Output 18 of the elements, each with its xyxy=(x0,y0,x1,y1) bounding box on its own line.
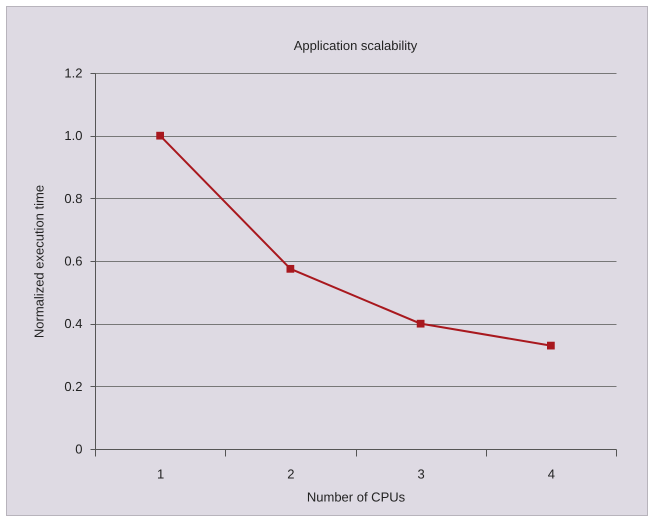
y-tick-label: 0.8 xyxy=(64,190,82,206)
point xyxy=(416,320,424,328)
point xyxy=(286,264,294,273)
y-tick-label: 0.2 xyxy=(64,378,82,394)
x-axis-title: Number of CPUs xyxy=(306,490,406,504)
x-tick-label: 2 xyxy=(287,466,294,482)
x-tick-label: 4 xyxy=(548,466,555,482)
y-axis-title: Normalized execution time xyxy=(31,184,46,338)
x-tick-label: 1 xyxy=(157,466,164,482)
y-tick-label: 1.0 xyxy=(64,128,82,144)
y-tick-label: 1.2 xyxy=(64,66,82,80)
point xyxy=(547,342,555,350)
y-tick-label: 0 xyxy=(75,442,82,456)
y-tick-label: 0.6 xyxy=(64,254,82,268)
y-tick-label: 0.4 xyxy=(64,316,82,332)
point xyxy=(156,132,164,140)
chart-title: Application scalability xyxy=(294,38,418,53)
x-tick-label: 3 xyxy=(418,466,425,482)
